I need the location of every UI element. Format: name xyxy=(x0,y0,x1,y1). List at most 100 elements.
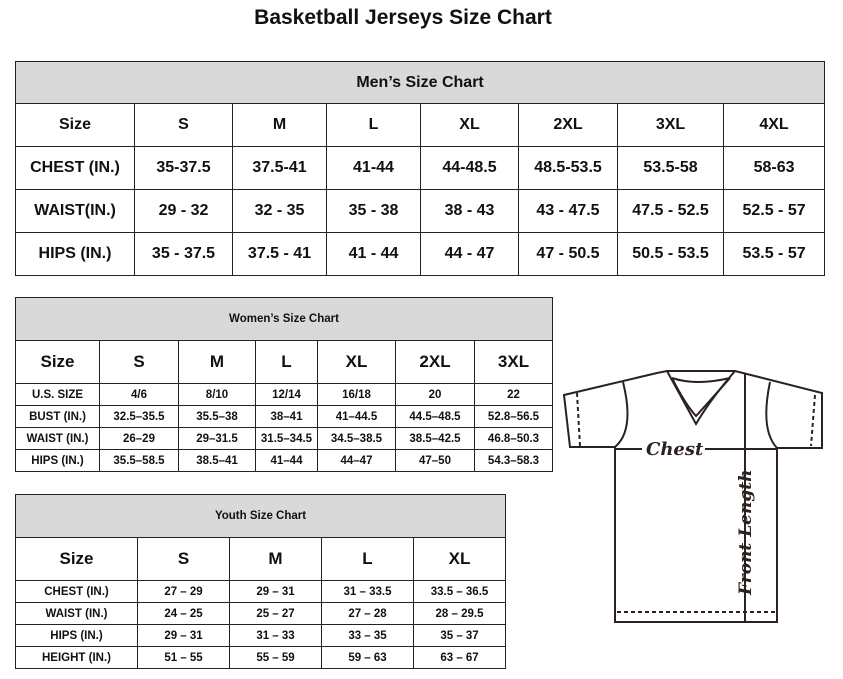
table-cell: 35 - 37.5 xyxy=(134,232,233,276)
jersey-diagram: Chest Front Length xyxy=(562,370,823,623)
table-row: WAIST (IN.) 24 – 25 25 – 27 27 – 28 28 – 29.… xyxy=(15,602,507,625)
row-label: HIPS (IN.) xyxy=(15,624,138,647)
table-cell: 31 – 33.5 xyxy=(321,580,414,603)
table-cell: 22 xyxy=(473,383,554,406)
table-cell: 26–29 xyxy=(99,427,179,450)
table-cell: 58-63 xyxy=(722,146,826,190)
table-cell: 47 - 50.5 xyxy=(518,232,618,276)
table-cell: 31.5–34.5 xyxy=(255,427,318,450)
table-cell: 34.5–38.5 xyxy=(317,427,396,450)
table-cell: 41-44 xyxy=(326,146,421,190)
table-cell: 8/10 xyxy=(178,383,256,406)
table-row: CHEST (IN.) 27 – 29 29 – 31 31 – 33.5 33.5 –… xyxy=(15,580,507,603)
column-header: 3XL xyxy=(473,340,554,384)
table-cell: 35-37.5 xyxy=(134,146,233,190)
table-cell: 12/14 xyxy=(255,383,318,406)
header-row: Size S M L XL 2XL 3XL 4XL xyxy=(15,103,826,147)
column-header: L xyxy=(326,103,421,147)
table-cell: 59 – 63 xyxy=(321,646,414,669)
row-label: HIPS (IN.) xyxy=(15,232,135,276)
table-cell: 29 – 31 xyxy=(137,624,230,647)
table-cell: 41 - 44 xyxy=(326,232,421,276)
row-label: WAIST(IN.) xyxy=(15,189,135,233)
column-header: 4XL xyxy=(722,103,826,147)
header-row: Size S M L XL 2XL 3XL xyxy=(15,340,554,384)
table-cell: 52.8–56.5 xyxy=(473,405,554,428)
youth-table-title: Youth Size Chart xyxy=(14,494,507,538)
table-cell: 38 - 43 xyxy=(420,189,519,233)
table-cell: 53.5-58 xyxy=(617,146,724,190)
column-header: M xyxy=(178,340,256,384)
column-header: S xyxy=(137,537,230,581)
table-row: WAIST (IN.) 26–29 29–31.5 31.5–34.5 34.5–38.… xyxy=(15,427,554,450)
table-cell: 35.5–58.5 xyxy=(99,449,179,472)
table-row: HEIGHT (IN.) 51 – 55 55 – 59 59 – 63 63 – 67 xyxy=(15,646,507,669)
table-cell: 41–44 xyxy=(255,449,318,472)
column-header: M xyxy=(232,103,327,147)
column-header: XL xyxy=(420,103,519,147)
table-cell: 47.5 - 52.5 xyxy=(617,189,724,233)
table-cell: 16/18 xyxy=(317,383,396,406)
table-cell: 32.5–35.5 xyxy=(99,405,179,428)
table-cell: 33 – 35 xyxy=(321,624,414,647)
row-label: BUST (IN.) xyxy=(15,405,100,428)
column-header: Size xyxy=(15,537,138,581)
table-cell: 38–41 xyxy=(255,405,318,428)
table-cell: 29 – 31 xyxy=(229,580,322,603)
column-header: XL xyxy=(412,537,507,581)
row-label: CHEST (IN.) xyxy=(15,146,135,190)
table-cell: 44.5–48.5 xyxy=(395,405,475,428)
table-row: CHEST (IN.) 35-37.5 37.5-41 41-44 44-48.5 48.… xyxy=(15,146,826,190)
table-cell: 38.5–42.5 xyxy=(395,427,475,450)
table-row: U.S. SIZE 4/6 8/10 12/14 16/18 20 22 xyxy=(15,383,554,406)
shirt-outline xyxy=(562,370,823,623)
column-header: S xyxy=(99,340,179,384)
table-cell: 43 - 47.5 xyxy=(518,189,618,233)
table-cell: 31 – 33 xyxy=(229,624,322,647)
table-cell: 44 - 47 xyxy=(420,232,519,276)
row-label: U.S. SIZE xyxy=(15,383,100,406)
row-label: HEIGHT (IN.) xyxy=(15,646,138,669)
table-cell: 52.5 - 57 xyxy=(722,189,826,233)
table-cell: 50.5 - 53.5 xyxy=(617,232,724,276)
column-header: XL xyxy=(317,340,396,384)
table-cell: 55 – 59 xyxy=(229,646,322,669)
mens-table-title: Men’s Size Chart xyxy=(14,61,826,104)
table-cell: 63 – 67 xyxy=(412,646,507,669)
row-label: WAIST (IN.) xyxy=(15,427,100,450)
table-cell: 35 - 38 xyxy=(326,189,421,233)
table-cell: 41–44.5 xyxy=(317,405,396,428)
table-row: BUST (IN.) 32.5–35.5 35.5–38 38–41 41–44.5 44… xyxy=(15,405,554,428)
chest-label: Chest xyxy=(646,439,704,460)
column-header: S xyxy=(134,103,233,147)
table-cell: 37.5-41 xyxy=(232,146,327,190)
front-length-label: Front Length xyxy=(736,470,756,596)
row-label: CHEST (IN.) xyxy=(15,580,138,603)
table-cell: 48.5-53.5 xyxy=(518,146,618,190)
table-row: HIPS (IN.) 35.5–58.5 38.5–41 41–44 44–47 47–5… xyxy=(15,449,554,472)
table-cell: 29–31.5 xyxy=(178,427,256,450)
column-header: 2XL xyxy=(518,103,618,147)
table-cell: 20 xyxy=(395,383,475,406)
table-cell: 28 – 29.5 xyxy=(412,602,507,625)
table-cell: 33.5 – 36.5 xyxy=(412,580,507,603)
table-cell: 35 – 37 xyxy=(412,624,507,647)
table-cell: 44-48.5 xyxy=(420,146,519,190)
column-header: M xyxy=(229,537,322,581)
table-cell: 46.8–50.3 xyxy=(473,427,554,450)
table-cell: 24 – 25 xyxy=(137,602,230,625)
table-cell: 25 – 27 xyxy=(229,602,322,625)
column-header: L xyxy=(321,537,414,581)
youth-size-table: Youth Size Chart Size S M L XL CHEST (IN.) 27 … xyxy=(14,494,507,669)
table-cell: 32 - 35 xyxy=(232,189,327,233)
column-header: 2XL xyxy=(395,340,475,384)
table-cell: 51 – 55 xyxy=(137,646,230,669)
table-cell: 27 – 29 xyxy=(137,580,230,603)
page-title: Basketball Jerseys Size Chart xyxy=(254,6,552,29)
table-cell: 29 - 32 xyxy=(134,189,233,233)
table-cell: 4/6 xyxy=(99,383,179,406)
row-label: WAIST (IN.) xyxy=(15,602,138,625)
table-cell: 54.3–58.3 xyxy=(473,449,554,472)
header-row: Size S M L XL xyxy=(15,537,507,581)
